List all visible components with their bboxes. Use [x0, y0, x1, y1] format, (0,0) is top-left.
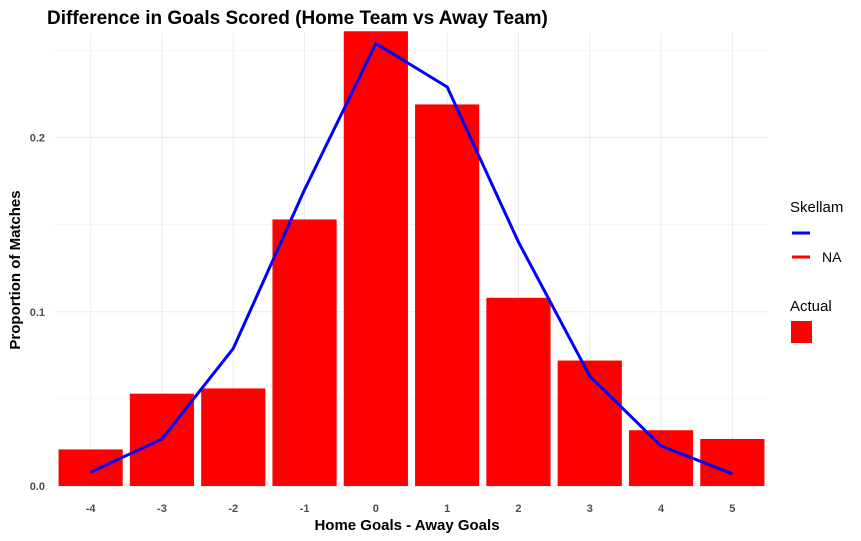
bar-5	[700, 438, 765, 486]
x-tick-label: -1	[300, 503, 310, 515]
legend: Skellam NA Actual	[790, 199, 843, 343]
x-tick-label: -3	[157, 503, 167, 515]
x-tick-label: -4	[86, 503, 97, 515]
y-tick-labels: 0.0 0.1 0.2	[30, 133, 45, 493]
bar-4	[628, 430, 694, 486]
x-axis-title: Home Goals - Away Goals	[314, 517, 499, 534]
bar-2	[486, 297, 551, 486]
legend-title-skellam: Skellam	[790, 199, 843, 216]
legend-title-actual: Actual	[790, 298, 832, 315]
actual-bars	[58, 31, 765, 487]
y-tick-label: 0.0	[30, 481, 45, 493]
bar--2	[201, 388, 266, 486]
bar--1	[272, 219, 337, 486]
skellam-line	[90, 42, 733, 476]
x-tick-labels: -4 -3 -2 -1 0 1 2 3 4 5	[86, 503, 736, 515]
x-tick-label: 4	[658, 503, 665, 515]
legend-key-rect	[791, 321, 812, 343]
bar--4	[58, 449, 123, 486]
x-tick-label: 1	[444, 503, 450, 515]
x-tick-label: -2	[228, 503, 238, 515]
bar-0	[343, 31, 408, 487]
bar-1	[415, 104, 480, 486]
y-axis-title: Proportion of Matches	[7, 190, 24, 349]
chart-title: Difference in Goals Scored (Home Team vs…	[47, 8, 548, 29]
legend-label: NA	[822, 249, 842, 265]
bar-3	[557, 360, 622, 486]
y-tick-label: 0.2	[30, 133, 45, 145]
x-tick-label: 5	[729, 503, 735, 515]
x-tick-label: 0	[373, 503, 379, 515]
x-tick-label: 2	[515, 503, 521, 515]
skellam-line-layer	[90, 42, 733, 476]
x-tick-label: 3	[587, 503, 593, 515]
y-tick-label: 0.1	[30, 307, 45, 319]
